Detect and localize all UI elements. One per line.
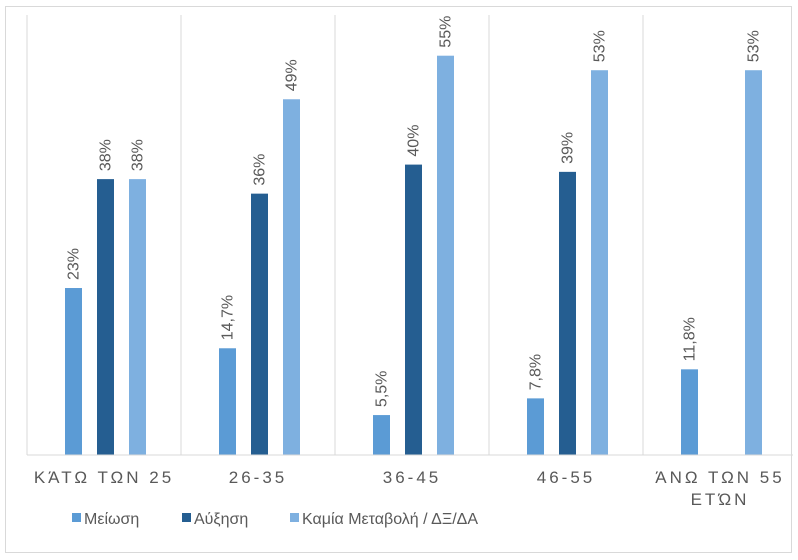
bar (97, 179, 114, 455)
category-label: ΆΝΩ ΤΩΝ 55 (655, 468, 784, 487)
data-label: 53% (592, 30, 609, 62)
legend-swatch (72, 513, 81, 522)
bar (373, 415, 390, 455)
category-label: ΕΤΏΝ (691, 490, 750, 509)
category-label: 26-35 (229, 468, 287, 487)
data-label: 49% (284, 59, 301, 91)
bar (129, 179, 146, 455)
legend: Μείωση Αύξηση Καμία Μεταβολή / ΔΞ/ΔΑ (72, 511, 478, 528)
bar (527, 398, 544, 455)
bar (437, 55, 454, 455)
data-label: 53% (746, 30, 763, 62)
category-label: ΚΆΤΩ ΤΩΝ 25 (34, 468, 174, 487)
bar (405, 164, 422, 455)
category-labels: ΚΆΤΩ ΤΩΝ 25 26-35 36-45 46-55 ΆΝΩ ΤΩΝ 55 ΕΤΏΝ (34, 468, 784, 509)
data-label: 23% (66, 248, 83, 280)
data-label: 5,5% (374, 371, 391, 407)
legend-label: Καμία Μεταβολή / ΔΞ/ΔΑ (302, 511, 478, 528)
chart-area: 23% 14,7% 5,5% 7,8% 11,8% 38% 36% 40% 39% 38% 49% 5… (5, 6, 793, 553)
bars (65, 55, 762, 456)
bar (591, 70, 608, 455)
data-label: 7,8% (528, 354, 545, 390)
legend-swatch (182, 513, 191, 522)
bar (219, 348, 236, 455)
bar (251, 193, 268, 455)
legend-label: Μείωση (84, 511, 139, 528)
bar (65, 288, 82, 455)
category-label: 46-55 (537, 468, 595, 487)
data-label: 40% (406, 125, 423, 157)
bar (559, 171, 576, 456)
data-label: 55% (438, 16, 455, 48)
data-label: 38% (130, 139, 147, 171)
chart-svg: 23% 14,7% 5,5% 7,8% 11,8% 38% 36% 40% 39% 38% 49% 5… (26, 15, 793, 528)
bar (681, 369, 698, 455)
category-label: 36-45 (383, 468, 441, 487)
data-labels: 23% 14,7% 5,5% 7,8% 11,8% 38% 36% 40% 39% 38% 49% 5… (66, 16, 763, 407)
bar (745, 70, 762, 455)
data-label: 39% (560, 132, 577, 164)
bar (283, 99, 300, 455)
data-label: 14,7% (220, 295, 237, 340)
gridlines (26, 15, 644, 455)
legend-swatch (290, 513, 299, 522)
legend-label: Αύξηση (194, 511, 248, 528)
data-label: 11,8% (682, 317, 699, 361)
data-label: 38% (98, 139, 115, 171)
data-label: 36% (252, 154, 269, 186)
